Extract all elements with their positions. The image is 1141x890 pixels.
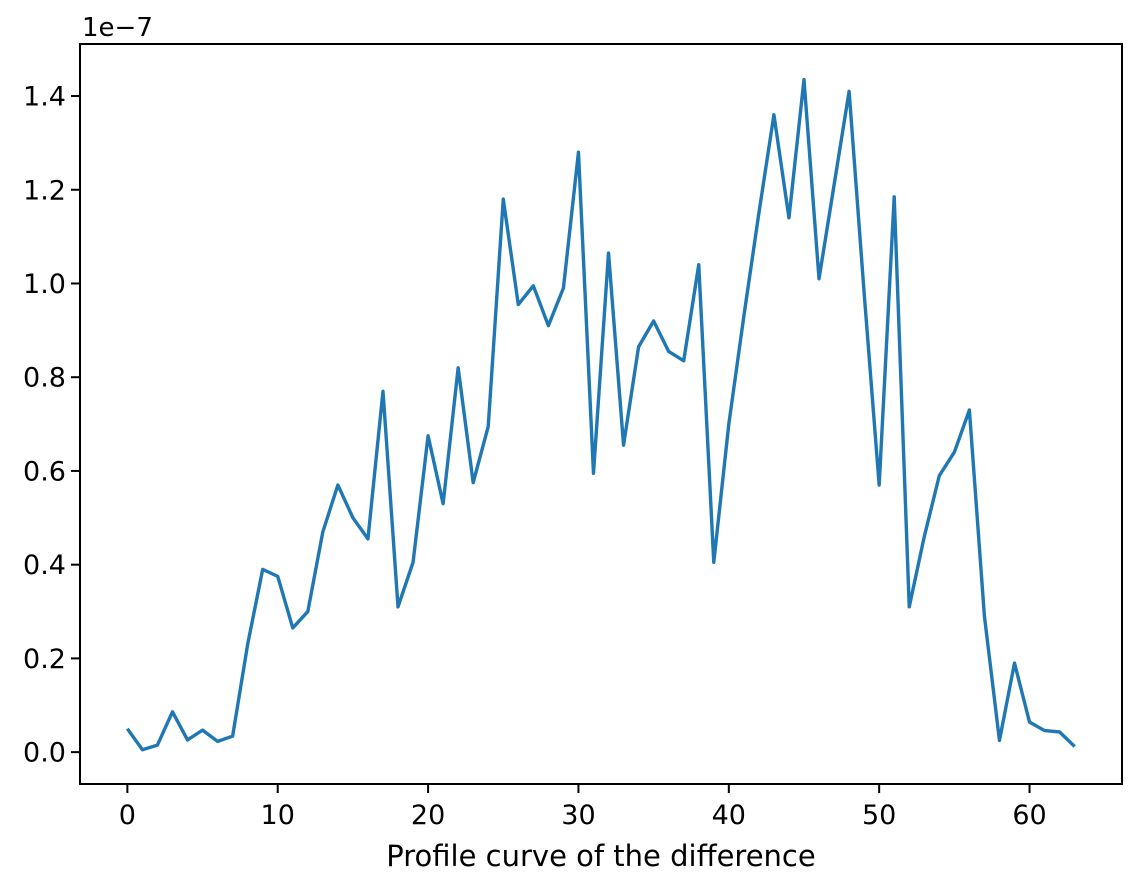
y-tick-label: 1.4 xyxy=(23,82,66,113)
y-tick-label: 0.6 xyxy=(23,456,66,487)
y-tick-label: 0.4 xyxy=(23,550,66,581)
y-tick-label: 0.0 xyxy=(23,738,66,769)
x-tick-label: 10 xyxy=(261,800,295,831)
plot-border xyxy=(79,43,1123,785)
y-tick-label: 1.2 xyxy=(23,175,66,206)
plot-area xyxy=(80,44,1122,784)
x-tick-label: 0 xyxy=(119,800,136,831)
y-tick-label: 0.8 xyxy=(23,363,66,394)
x-axis-label: Profile curve of the difference xyxy=(386,839,815,873)
x-axis: 0 10 20 30 40 50 60 xyxy=(119,784,1047,831)
x-tick-label: 40 xyxy=(712,800,746,831)
y-axis: 0.0 0.2 0.4 0.6 0.8 1.0 1.2 1.4 xyxy=(23,82,80,769)
y-tick-label: 0.2 xyxy=(23,644,66,675)
y-tick-label: 1.0 xyxy=(23,269,66,300)
y-axis-offset-text: 1e−7 xyxy=(82,13,153,43)
profile-line xyxy=(125,77,1076,752)
x-tick-label: 50 xyxy=(862,800,896,831)
x-tick-label: 60 xyxy=(1012,800,1046,831)
x-tick-label: 30 xyxy=(561,800,595,831)
x-tick-label: 20 xyxy=(411,800,445,831)
